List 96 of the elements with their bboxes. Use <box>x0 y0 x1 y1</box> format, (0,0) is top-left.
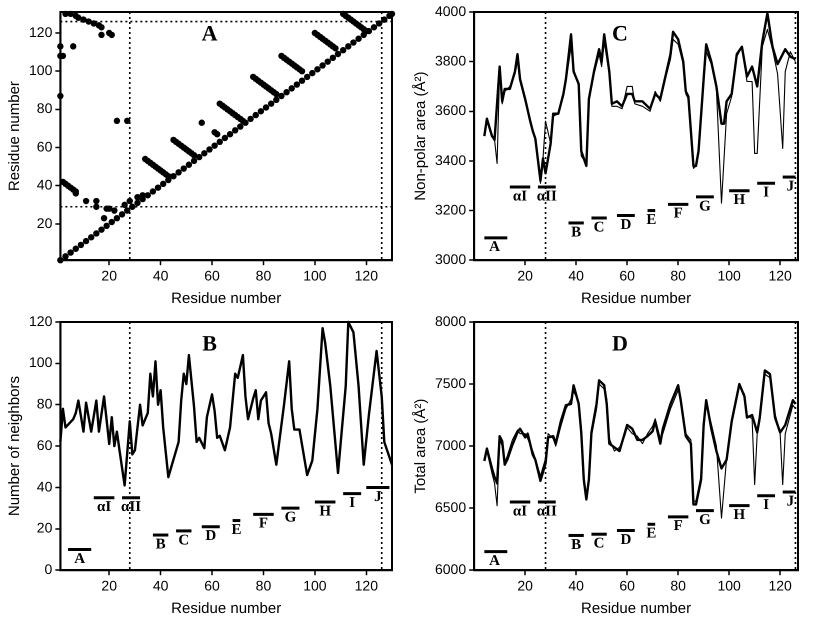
annotation: αII <box>536 188 558 204</box>
annotation: I <box>349 495 356 512</box>
x-tick-label: 20 <box>101 267 118 284</box>
y-tick-label: 3400 <box>434 152 466 168</box>
x-tick-label: 40 <box>152 267 169 284</box>
x-tick-label: 100 <box>717 577 742 594</box>
y-axis-title: Total area (Å²) <box>411 398 430 494</box>
annotation: G <box>699 512 712 528</box>
y-tick-label: 40 <box>36 478 53 494</box>
y-tick-label: 7500 <box>434 374 466 391</box>
x-tick-label: 60 <box>204 267 220 284</box>
x-tick-label: 40 <box>152 577 169 594</box>
x-tick-label: 100 <box>303 267 327 284</box>
x-tick-label: 20 <box>517 577 534 594</box>
y-tick-label: 0 <box>44 561 53 578</box>
annotation: I <box>763 497 770 514</box>
annotation: J <box>786 178 795 194</box>
annotation: A <box>489 239 500 256</box>
annotation: B <box>571 224 582 240</box>
x-tick-label: 80 <box>256 267 272 284</box>
y-tick-label: 40 <box>36 176 53 193</box>
y-tick-label: 4000 <box>434 2 466 19</box>
x-tick-label: 60 <box>619 267 636 284</box>
x-axis-title: Residue number <box>171 600 282 618</box>
x-axis-title: Residue number <box>581 290 692 308</box>
x-tick-label: 120 <box>768 267 792 284</box>
x-tick-label: 100 <box>303 577 327 594</box>
annotation: αII <box>121 499 142 516</box>
chart-title: C <box>612 20 628 46</box>
annotation: G <box>284 510 297 526</box>
x-tick-label: 40 <box>568 577 584 594</box>
y-tick-label: 8000 <box>434 312 466 329</box>
annotation: E <box>231 522 242 538</box>
y-tick-label: 20 <box>36 520 53 536</box>
annotation: J <box>374 488 382 505</box>
x-axis-title: Residue number <box>581 600 692 618</box>
annotation: A <box>489 552 500 569</box>
annotation: B <box>571 536 582 553</box>
annotation: D <box>620 532 632 548</box>
chart-title: D <box>612 330 628 356</box>
x-tick-label: 60 <box>619 577 636 594</box>
annotation: F <box>258 516 268 532</box>
annotation: G <box>699 198 712 214</box>
y-axis-title: Residue number <box>6 81 24 192</box>
y-tick-label: 80 <box>36 100 53 116</box>
y-tick-label: 60 <box>36 138 53 154</box>
y-tick-label: 120 <box>29 312 53 329</box>
x-axis-title: Residue number <box>171 290 282 308</box>
chart-title: A <box>202 20 218 46</box>
y-axis-title: Number of neighbors <box>6 376 24 516</box>
y-tick-label: 6000 <box>434 561 466 578</box>
y-tick-label: 3200 <box>434 201 466 218</box>
y-axis-title: Non-polar area (Å²) <box>411 71 430 201</box>
y-tick-label: 3800 <box>434 52 466 68</box>
annotation: αI <box>96 499 112 516</box>
y-tick-label: 120 <box>29 24 53 40</box>
annotation: C <box>178 532 190 548</box>
y-tick-label: 20 <box>36 214 53 231</box>
annotation: H <box>734 192 746 208</box>
annotation: E <box>646 526 656 542</box>
annotation: F <box>674 518 683 534</box>
annotation: C <box>594 536 605 552</box>
chart-title: B <box>202 330 218 356</box>
annotation: I <box>763 184 770 201</box>
annotation: αI <box>512 503 528 520</box>
x-tick-label: 40 <box>568 267 584 284</box>
annotation: H <box>734 507 746 524</box>
annotation: αI <box>512 188 528 204</box>
annotation: H <box>319 503 332 520</box>
x-tick-label: 20 <box>101 577 118 594</box>
x-tick-label: 60 <box>204 577 220 594</box>
x-tick-label: 80 <box>256 577 272 594</box>
x-tick-label: 120 <box>354 577 378 594</box>
annotation: A <box>74 550 86 567</box>
annotation: αII <box>536 503 558 520</box>
annotation: E <box>646 212 656 228</box>
annotation: J <box>786 493 795 510</box>
x-tick-label: 120 <box>768 577 792 594</box>
y-tick-label: 3000 <box>434 251 466 268</box>
y-tick-label: 6500 <box>434 499 466 516</box>
x-tick-label: 20 <box>517 267 534 284</box>
y-tick-label: 80 <box>36 396 53 412</box>
y-tick-label: 3600 <box>434 102 466 118</box>
y-tick-label: 7000 <box>434 436 466 453</box>
annotation: F <box>674 206 683 222</box>
annotation: C <box>594 219 605 236</box>
x-tick-label: 80 <box>670 267 686 284</box>
y-tick-label: 60 <box>36 436 53 453</box>
x-tick-label: 80 <box>670 577 686 594</box>
y-tick-label: 100 <box>29 62 53 78</box>
annotation: B <box>156 536 166 552</box>
annotation: D <box>205 528 216 544</box>
annotation: D <box>620 216 632 233</box>
y-tick-label: 100 <box>29 354 53 370</box>
x-tick-label: 120 <box>354 267 378 284</box>
x-tick-label: 100 <box>717 267 742 284</box>
